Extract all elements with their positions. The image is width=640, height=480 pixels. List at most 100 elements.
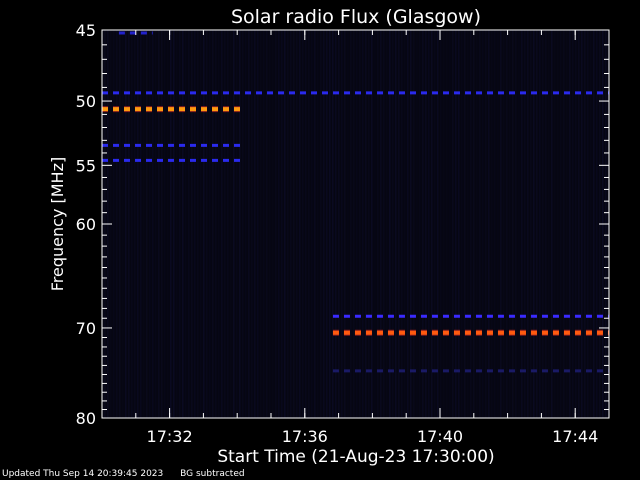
background-fill bbox=[102, 30, 609, 418]
texture-stripe bbox=[149, 30, 151, 418]
texture-stripe bbox=[428, 30, 430, 418]
texture-stripe bbox=[245, 30, 247, 418]
texture-stripe bbox=[437, 30, 439, 418]
texture-stripe bbox=[497, 30, 499, 418]
texture-stripe bbox=[197, 30, 199, 418]
texture-stripe bbox=[410, 30, 412, 418]
texture-stripe bbox=[326, 30, 328, 418]
texture-stripe bbox=[407, 30, 409, 418]
y-tick-label: 80 bbox=[76, 409, 96, 428]
texture-stripe bbox=[404, 30, 406, 418]
texture-stripe bbox=[440, 30, 442, 418]
texture-stripe bbox=[335, 30, 337, 418]
texture-stripe bbox=[584, 30, 586, 418]
y-axis-label: Frequency [MHz] bbox=[48, 157, 67, 291]
texture-stripe bbox=[299, 30, 301, 418]
texture-stripe bbox=[569, 30, 571, 418]
texture-stripe bbox=[290, 30, 292, 418]
texture-stripe bbox=[146, 30, 148, 418]
y-tick-label: 45 bbox=[76, 21, 96, 40]
texture-stripe bbox=[113, 30, 115, 418]
texture-stripe bbox=[389, 30, 391, 418]
texture-stripe bbox=[485, 30, 487, 418]
texture-stripe bbox=[548, 30, 550, 418]
texture-stripe bbox=[221, 30, 223, 418]
texture-stripe bbox=[170, 30, 172, 418]
x-axis-ticks: 17:32 17:36 17:40 17:44 bbox=[135, 30, 598, 446]
texture-stripe bbox=[143, 30, 145, 418]
texture-stripe bbox=[503, 30, 505, 418]
frequency-bands bbox=[102, 31, 609, 373]
texture-stripe bbox=[479, 30, 481, 418]
texture-stripe bbox=[545, 30, 547, 418]
texture-stripe bbox=[179, 30, 181, 418]
x-tick-label: 17:36 bbox=[282, 427, 328, 446]
texture-stripe bbox=[263, 30, 265, 418]
texture-stripe bbox=[224, 30, 226, 418]
texture-stripe bbox=[506, 30, 508, 418]
y-tick-label: 70 bbox=[76, 319, 96, 338]
texture-stripe bbox=[377, 30, 379, 418]
texture-stripe bbox=[572, 30, 574, 418]
texture-stripe bbox=[203, 30, 205, 418]
texture-stripe bbox=[308, 30, 310, 418]
texture-stripe bbox=[248, 30, 250, 418]
texture-stripe bbox=[446, 30, 448, 418]
texture-stripe bbox=[242, 30, 244, 418]
texture-stripe bbox=[395, 30, 397, 418]
texture-stripe bbox=[257, 30, 259, 418]
y-tick-label: 55 bbox=[76, 156, 96, 175]
texture-stripe bbox=[305, 30, 307, 418]
texture-stripe bbox=[230, 30, 232, 418]
texture-stripe bbox=[455, 30, 457, 418]
footer: Updated Thu Sep 14 20:39:45 2023 BG subt… bbox=[2, 469, 245, 479]
texture-stripe bbox=[401, 30, 403, 418]
texture-stripe bbox=[182, 30, 184, 418]
texture-stripe bbox=[251, 30, 253, 418]
texture-stripe bbox=[356, 30, 358, 418]
texture-stripe bbox=[518, 30, 520, 418]
texture-stripe bbox=[521, 30, 523, 418]
texture-stripe bbox=[509, 30, 511, 418]
texture-stripe bbox=[533, 30, 535, 418]
texture-stripe bbox=[581, 30, 583, 418]
texture-stripe bbox=[575, 30, 577, 418]
texture-stripe bbox=[374, 30, 376, 418]
texture-stripe bbox=[590, 30, 592, 418]
texture-stripe bbox=[194, 30, 196, 418]
texture-stripe bbox=[119, 30, 121, 418]
texture-stripe bbox=[155, 30, 157, 418]
texture-stripe bbox=[266, 30, 268, 418]
texture-stripe bbox=[215, 30, 217, 418]
texture-stripe bbox=[494, 30, 496, 418]
texture-stripe bbox=[371, 30, 373, 418]
texture-stripe bbox=[317, 30, 319, 418]
texture-stripe bbox=[461, 30, 463, 418]
texture-stripe bbox=[539, 30, 541, 418]
texture-stripe bbox=[443, 30, 445, 418]
texture-stripe bbox=[293, 30, 295, 418]
texture-stripe bbox=[338, 30, 340, 418]
texture-stripe bbox=[281, 30, 283, 418]
texture-stripe bbox=[557, 30, 559, 418]
texture-stripe bbox=[209, 30, 211, 418]
texture-stripe bbox=[188, 30, 190, 418]
texture-stripe bbox=[332, 30, 334, 418]
texture-stripe bbox=[593, 30, 595, 418]
y-tick-label: 60 bbox=[76, 215, 96, 234]
texture-stripe bbox=[134, 30, 136, 418]
texture-stripe bbox=[482, 30, 484, 418]
texture-stripe bbox=[452, 30, 454, 418]
texture-stripe bbox=[512, 30, 514, 418]
texture-stripe bbox=[185, 30, 187, 418]
texture-stripe bbox=[272, 30, 274, 418]
texture-stripe bbox=[311, 30, 313, 418]
texture-stripe bbox=[422, 30, 424, 418]
texture-stripe bbox=[116, 30, 118, 418]
y-tick-label: 50 bbox=[76, 92, 96, 111]
texture-stripe bbox=[527, 30, 529, 418]
texture-stripe bbox=[278, 30, 280, 418]
texture-stripe bbox=[176, 30, 178, 418]
texture-stripe bbox=[425, 30, 427, 418]
texture-stripe bbox=[206, 30, 208, 418]
